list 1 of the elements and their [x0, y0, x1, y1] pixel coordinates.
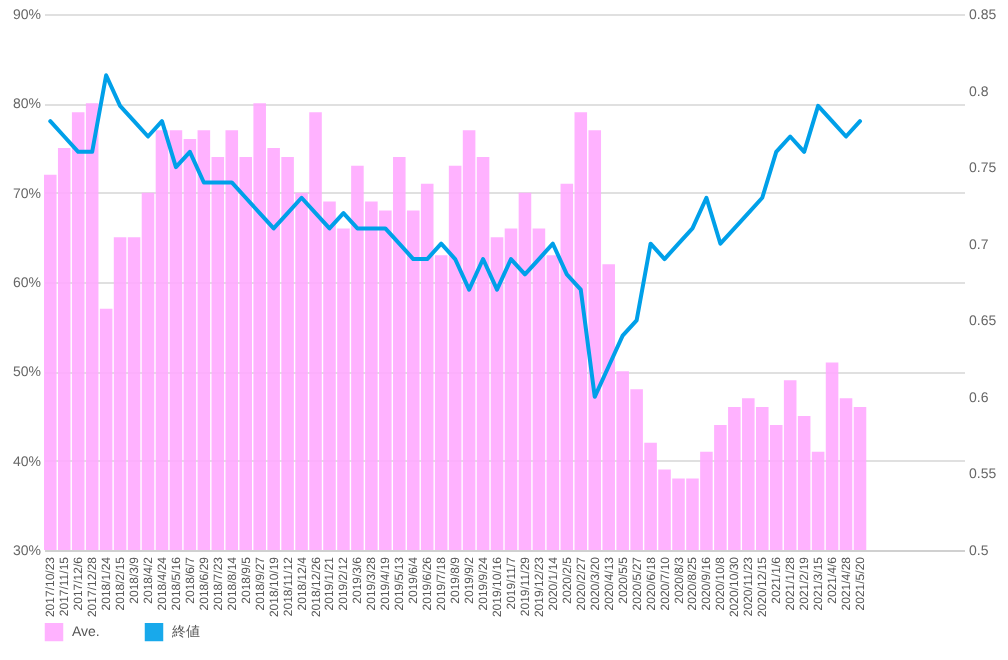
line-series	[48, 73, 862, 399]
